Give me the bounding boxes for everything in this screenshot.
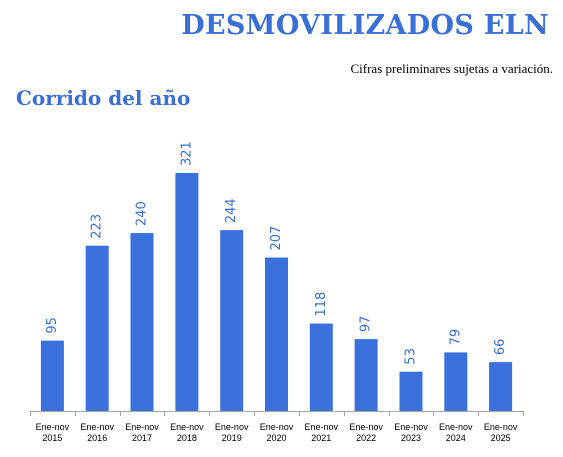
x-tick-label-period: Ene-nov [484, 422, 518, 432]
x-tick-label-year: 2018 [177, 433, 197, 443]
x-tick-label-year: 2021 [311, 433, 331, 443]
bar [175, 173, 199, 411]
x-tick-label-period: Ene-nov [36, 422, 70, 432]
bar-data-label: 207 [269, 226, 284, 251]
page-title: DESMOVILIZADOS ELN [181, 10, 549, 41]
x-tick-label-period: Ene-nov [80, 422, 114, 432]
x-tick-label-year: 2024 [446, 433, 466, 443]
x-tick-label-period: Ene-nov [349, 422, 383, 432]
bar [444, 352, 468, 411]
bar [40, 340, 64, 411]
bar [265, 257, 288, 411]
bar [354, 339, 378, 411]
bar-data-label: 244 [224, 198, 239, 223]
x-tick-label-year: 2017 [132, 433, 152, 443]
bar [85, 245, 109, 411]
section-title: Corrido del año [16, 86, 191, 110]
bar-data-label: 53 [404, 348, 419, 365]
x-tick-label-year: 2020 [266, 433, 286, 443]
x-tick-label-period: Ene-nov [394, 422, 428, 432]
x-tick-label-period: Ene-nov [170, 422, 204, 432]
x-tick-label-year: 2019 [222, 433, 242, 443]
x-tick-label-period: Ene-nov [260, 422, 294, 432]
bar-data-label: 97 [359, 316, 374, 333]
x-tick-label-year: 2015 [42, 433, 62, 443]
x-tick-label-period: Ene-nov [215, 422, 249, 432]
preliminary-note: Cifras preliminares sujetas a variación. [350, 61, 553, 76]
bar-data-label: 66 [493, 339, 508, 356]
x-tick-label-year: 2023 [401, 433, 421, 443]
x-tick-label-period: Ene-nov [125, 422, 159, 432]
bar-data-label: 79 [448, 329, 463, 346]
bar-data-label: 240 [135, 201, 150, 226]
bar-data-label: 321 [179, 141, 194, 166]
bar [309, 323, 333, 411]
x-tick-label-year: 2025 [491, 433, 511, 443]
x-tick-label-year: 2016 [87, 433, 107, 443]
bar [220, 230, 244, 411]
bar [399, 371, 423, 411]
bar-data-label: 223 [90, 214, 105, 239]
x-tick-label-period: Ene-nov [439, 422, 473, 432]
x-tick-label-year: 2022 [356, 433, 376, 443]
bar-data-label: 118 [314, 292, 329, 317]
x-tick-label-period: Ene-nov [305, 422, 339, 432]
bar [130, 233, 154, 411]
bar-data-label: 95 [45, 317, 60, 334]
bar [489, 362, 513, 411]
